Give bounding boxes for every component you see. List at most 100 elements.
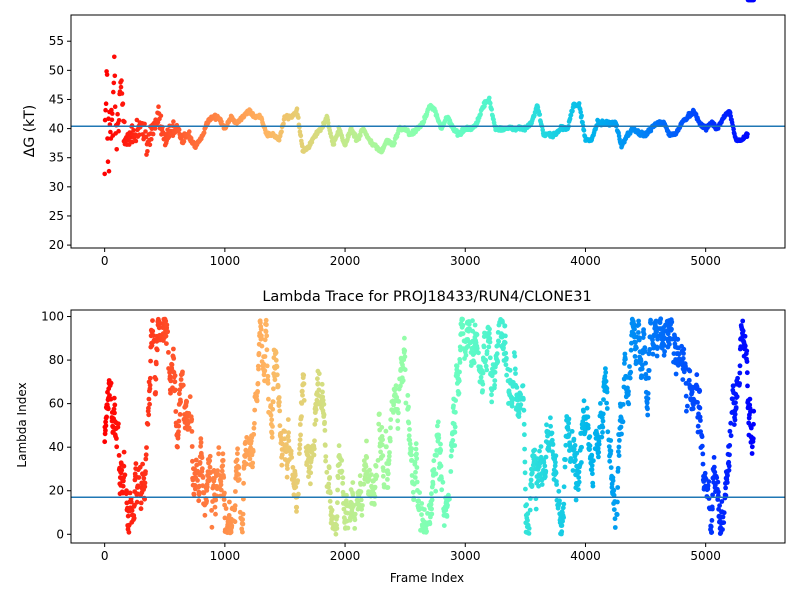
lambda-point bbox=[388, 417, 394, 422]
lambda-point bbox=[484, 349, 490, 354]
lambda-point bbox=[335, 500, 340, 506]
lambda-point bbox=[572, 443, 578, 448]
lambda-point bbox=[265, 373, 271, 379]
lambda-point bbox=[226, 513, 232, 518]
lambda-point bbox=[723, 485, 728, 491]
lambda-point bbox=[647, 351, 652, 356]
lambda-point bbox=[154, 347, 160, 353]
lambda-point bbox=[749, 451, 755, 456]
lambda-point bbox=[452, 443, 458, 448]
lambda-point bbox=[163, 318, 169, 324]
lambda-point bbox=[176, 429, 181, 435]
lambda-point bbox=[352, 511, 358, 517]
lambda-point bbox=[512, 366, 518, 372]
lambda-point bbox=[274, 372, 280, 378]
lambda-point bbox=[647, 347, 653, 352]
lambda-point bbox=[150, 328, 156, 334]
lambda-point bbox=[604, 400, 609, 406]
lambda-point bbox=[229, 523, 235, 529]
lambda-point bbox=[374, 473, 380, 479]
lambda-point bbox=[207, 464, 213, 470]
lambda-point bbox=[103, 419, 108, 425]
lambda-point bbox=[122, 472, 128, 478]
lambda-point bbox=[546, 446, 552, 452]
lambda-point bbox=[384, 444, 389, 450]
lambda-point bbox=[636, 322, 642, 327]
lambda-point bbox=[209, 524, 215, 530]
dg-point bbox=[751, 0, 756, 3]
lambda-point bbox=[402, 354, 408, 360]
lambda-point bbox=[689, 389, 695, 395]
lambda-point bbox=[199, 466, 205, 472]
lambda-point bbox=[321, 412, 327, 418]
lambda-point bbox=[448, 453, 454, 459]
lambda-point bbox=[591, 458, 596, 464]
lambda-point bbox=[350, 492, 356, 498]
lambda-point bbox=[327, 475, 333, 480]
dg-point bbox=[116, 118, 122, 123]
lambda-point bbox=[698, 418, 703, 423]
dg-point bbox=[576, 101, 582, 106]
lambda-point bbox=[522, 470, 528, 476]
lambda-point bbox=[186, 425, 192, 431]
dg-point bbox=[581, 128, 587, 133]
dg-point bbox=[127, 135, 133, 140]
lambda-point bbox=[536, 483, 541, 489]
lambda-point bbox=[589, 452, 595, 458]
lambda-point bbox=[314, 397, 320, 403]
lambda-point bbox=[282, 429, 288, 434]
lambda-point bbox=[247, 456, 253, 462]
lambda-point bbox=[136, 475, 142, 480]
lambda-point bbox=[431, 458, 437, 464]
lambda-point bbox=[645, 391, 651, 396]
lambda-point bbox=[454, 363, 460, 369]
lambda-point bbox=[213, 497, 219, 503]
lambda-point bbox=[618, 424, 624, 430]
lambda-point bbox=[195, 478, 200, 483]
lambda-point bbox=[731, 422, 737, 427]
lambda-point bbox=[169, 362, 175, 368]
lambda-point bbox=[733, 405, 739, 410]
lambda-point bbox=[276, 403, 282, 408]
lambda-point bbox=[523, 486, 528, 492]
lambda-point bbox=[742, 343, 748, 349]
lambda-point bbox=[294, 504, 300, 510]
lambda-point bbox=[747, 396, 753, 402]
lambda-point bbox=[138, 500, 144, 506]
lambda-point bbox=[308, 470, 314, 476]
lambda-point bbox=[496, 339, 502, 344]
dg-point bbox=[109, 107, 114, 113]
lambda-point bbox=[428, 502, 434, 507]
y-tick-label: 0 bbox=[56, 527, 64, 541]
lambda-point bbox=[116, 453, 122, 458]
lambda-panel: Lambda Trace for PROJ18433/RUN4/CLONE31 … bbox=[15, 289, 786, 585]
lambda-point bbox=[745, 383, 750, 389]
lambda-point bbox=[153, 361, 159, 367]
lambda-point bbox=[712, 469, 718, 475]
dg-point bbox=[102, 171, 107, 177]
lambda-point bbox=[748, 425, 754, 431]
lambda-point bbox=[543, 454, 549, 460]
lambda-point bbox=[311, 446, 317, 452]
lambda-point bbox=[502, 340, 508, 346]
lambda-point bbox=[198, 436, 204, 442]
lambda-point bbox=[232, 519, 238, 525]
lambda-point bbox=[542, 463, 548, 469]
lambda-point bbox=[616, 453, 622, 458]
lambda-point bbox=[270, 424, 275, 429]
x-tick-label: 1000 bbox=[210, 254, 241, 268]
dg-point bbox=[160, 124, 165, 130]
lambda-point bbox=[732, 417, 738, 423]
lambda-point bbox=[444, 514, 450, 519]
lambda-point bbox=[268, 412, 274, 418]
lambda-point bbox=[133, 461, 139, 466]
lambda-point bbox=[297, 451, 302, 456]
lambda-point bbox=[126, 529, 132, 535]
lambda-point bbox=[326, 481, 332, 487]
lambda-point bbox=[204, 498, 210, 504]
lambda-point bbox=[710, 506, 715, 512]
lambda-point bbox=[209, 508, 215, 513]
lambda-point bbox=[168, 390, 173, 396]
lambda-point bbox=[507, 367, 513, 373]
dg-point bbox=[112, 54, 117, 60]
